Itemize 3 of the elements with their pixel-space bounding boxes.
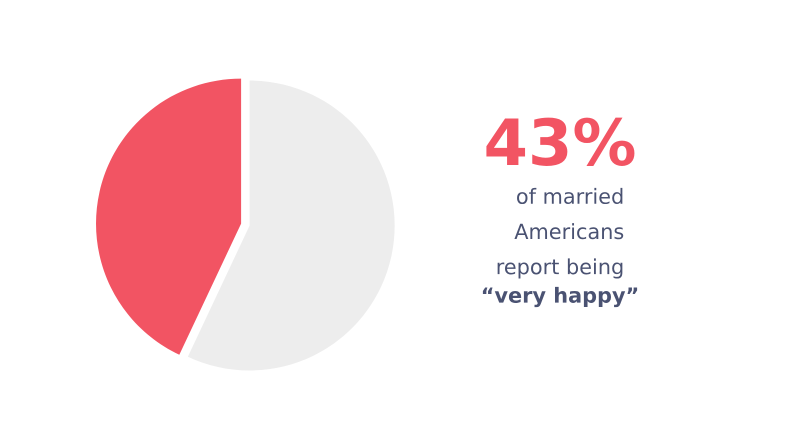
text: “very happy” [482,286,638,308]
text: 43% [486,118,634,166]
text: of married Americans report being [498,188,624,278]
